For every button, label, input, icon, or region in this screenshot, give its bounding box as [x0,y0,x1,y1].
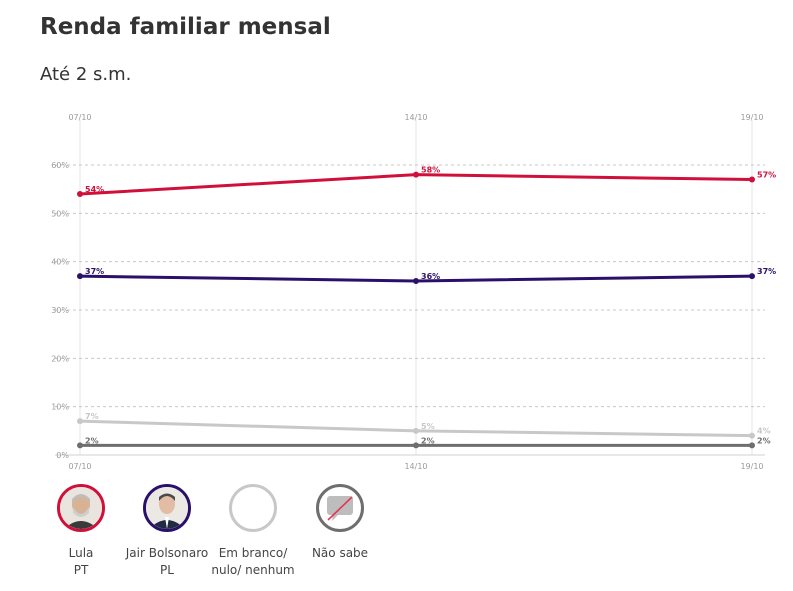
data-label-1: 36% [421,272,440,281]
x-tick-label-bottom: 07/10 [68,462,91,471]
series-point-1 [749,273,755,280]
data-label-2: 7% [85,412,99,421]
legend-nao-sabe-line1: Não sabe [311,546,369,560]
legend-lula-party: PT [73,563,89,577]
series-point-0 [413,171,419,178]
series-point-1 [413,278,419,284]
data-label-2: 4% [757,427,771,436]
series-point-2 [749,432,755,439]
legend-item-bolsonaro[interactable]: Jair Bolsonaro PL [117,484,217,579]
legend-lula-name: Lula [68,546,94,560]
x-tick-label-top: 07/10 [68,113,91,122]
series-point-3 [749,442,755,449]
data-label-3: 2% [757,436,771,445]
y-tick-label: 10% [51,403,69,412]
y-tick-label: 40% [51,258,69,267]
x-tick-label-top: 14/10 [404,113,427,122]
legend-label-em-branco: Em branco/ nulo/ nenhum [203,545,303,579]
series-point-2 [413,427,419,434]
lula-avatar-icon [57,484,105,532]
legend: Lula PT Jair Bolsonaro PL Em branco/ nul… [0,484,793,591]
chart-subtitle: Até 2 s.m. [40,64,132,85]
legend-label-lula: Lula PT [31,545,131,579]
legend-item-nao-sabe[interactable]: Não sabe [290,484,390,562]
data-label-3: 2% [421,436,435,445]
x-tick-label-bottom: 19/10 [740,462,763,471]
legend-bolsonaro-party: PL [160,563,174,577]
legend-em-branco-line1: Em branco/ [218,546,288,560]
x-tick-label-top: 19/10 [740,113,763,122]
legend-em-branco-line2: nulo/ nenhum [211,563,295,577]
legend-label-nao-sabe: Não sabe [290,545,390,562]
x-tick-label-bottom: 14/10 [404,462,427,471]
data-label-2: 5% [421,422,435,431]
legend-item-em-branco[interactable]: Em branco/ nulo/ nenhum [203,484,303,579]
legend-item-lula[interactable]: Lula PT [31,484,131,579]
data-label-1: 37% [85,267,104,276]
bolsonaro-avatar-icon [143,484,191,532]
data-label-0: 58% [421,166,440,175]
empty-circle-icon [229,484,277,532]
series-point-0 [77,191,83,197]
y-tick-label: 60% [51,161,69,170]
data-label-0: 57% [757,171,776,180]
data-label-1: 37% [757,267,776,276]
data-label-0: 54% [85,185,104,194]
series-point-1 [77,273,83,280]
series-point-2 [77,418,83,425]
series-point-0 [749,176,755,183]
y-tick-label: 20% [51,354,69,363]
series-point-3 [77,442,83,449]
y-tick-label: 0% [56,451,69,460]
y-tick-label: 30% [51,306,69,315]
chart-title: Renda familiar mensal [40,14,331,40]
data-label-3: 2% [85,436,99,445]
speech-bubble-crossed-icon [316,484,364,532]
line-chart: 0% 10% 20% 30% 40% 50% 60% 07/10 07/10 14/10 14/10… [51,113,776,471]
series-point-3 [413,442,419,449]
legend-label-bolsonaro: Jair Bolsonaro PL [117,545,217,579]
y-tick-label: 50% [51,209,69,218]
legend-bolsonaro-name: Jair Bolsonaro [125,546,209,560]
